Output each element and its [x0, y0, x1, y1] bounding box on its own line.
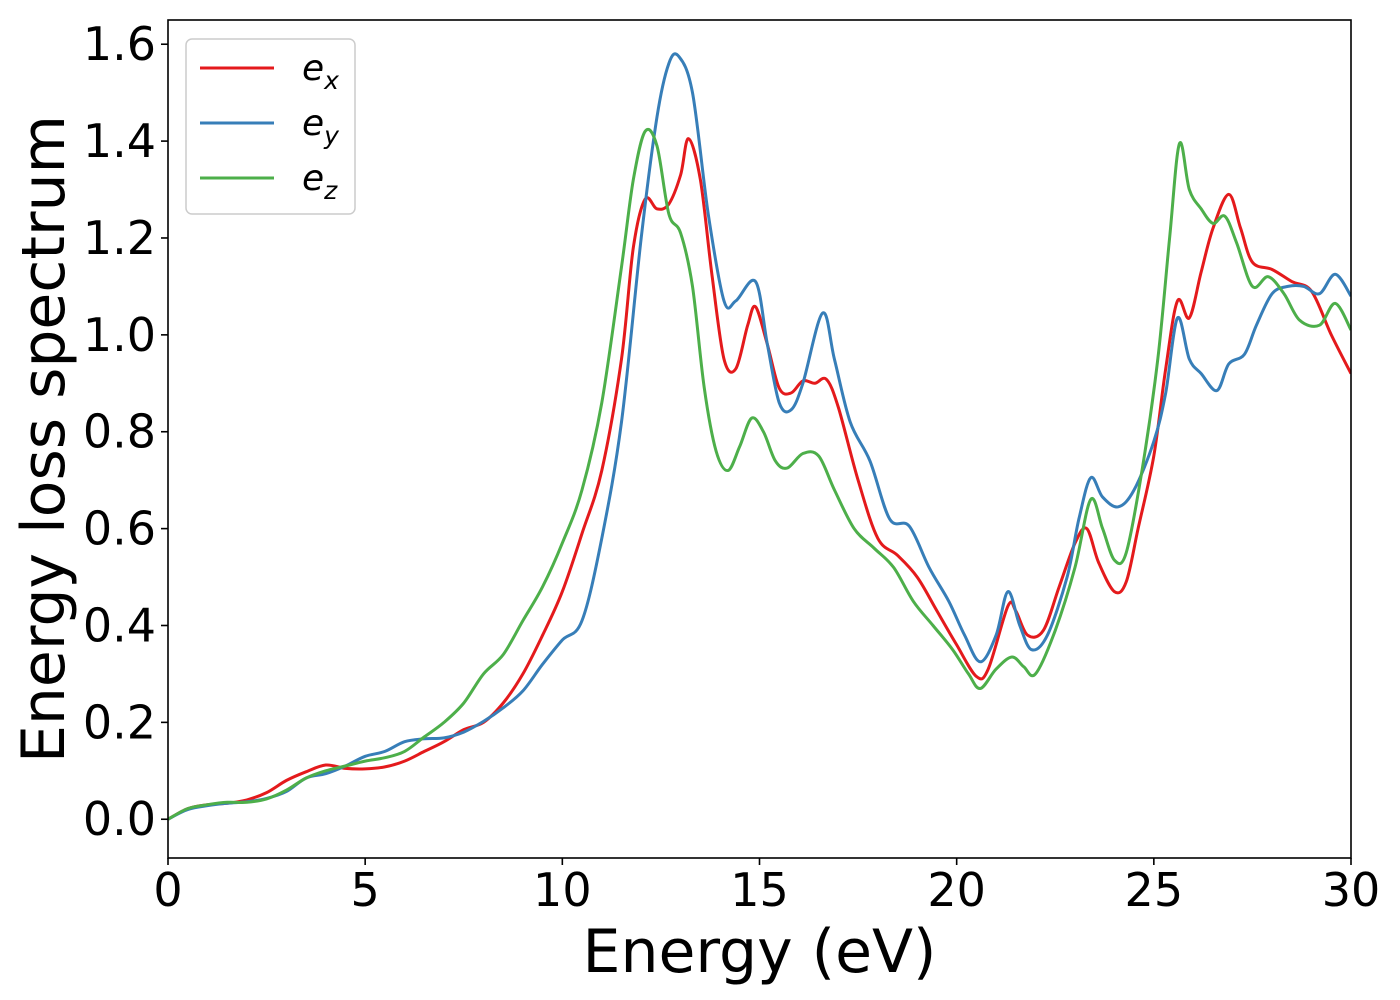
y-tick-label: 0.0 — [83, 792, 156, 846]
y-tick-label: 1.4 — [83, 114, 156, 168]
x-tick-label: 25 — [1125, 863, 1184, 917]
y-tick-label: 1.0 — [83, 308, 156, 362]
legend-box — [185, 38, 356, 215]
x-tick-label: 0 — [153, 863, 182, 917]
y-axis: 0.0 0.2 0.4 0.6 0.8 1.0 1.2 1.4 1.6 — [83, 17, 168, 846]
legend-label-subscript: y — [323, 121, 340, 150]
y-axis-title: Energy loss spectrum — [9, 115, 79, 763]
x-axis: 0 5 10 15 20 25 30 — [153, 858, 1380, 917]
x-axis-title: Energy (eV) — [583, 917, 937, 987]
legend-label-y: ey — [302, 103, 340, 150]
legend-label-base: e — [302, 48, 324, 89]
y-tick-label: 0.2 — [83, 695, 156, 749]
x-tick-label: 10 — [533, 863, 592, 917]
x-tick-label: 20 — [927, 863, 986, 917]
y-tick-label: 0.8 — [83, 405, 156, 459]
series-layer — [168, 52, 1351, 821]
x-tick-label: 5 — [351, 863, 380, 917]
x-tick-label: 15 — [730, 863, 789, 917]
y-tick-label: 0.6 — [83, 502, 156, 556]
legend-label-subscript: z — [323, 176, 338, 205]
y-tick-label: 1.2 — [83, 211, 156, 265]
series-line-y — [168, 52, 1351, 821]
y-tick-label: 1.6 — [83, 17, 156, 71]
legend-label-x: ex — [302, 48, 339, 95]
series-line-x — [168, 137, 1351, 821]
legend-label-z: ez — [302, 158, 338, 205]
y-tick-label: 0.4 — [83, 598, 156, 652]
x-tick-label: 30 — [1322, 863, 1381, 917]
legend-label-subscript: x — [323, 66, 339, 95]
legend-label-base: e — [302, 103, 324, 144]
legend-label-base: e — [302, 158, 324, 199]
series-line-z — [168, 127, 1351, 821]
